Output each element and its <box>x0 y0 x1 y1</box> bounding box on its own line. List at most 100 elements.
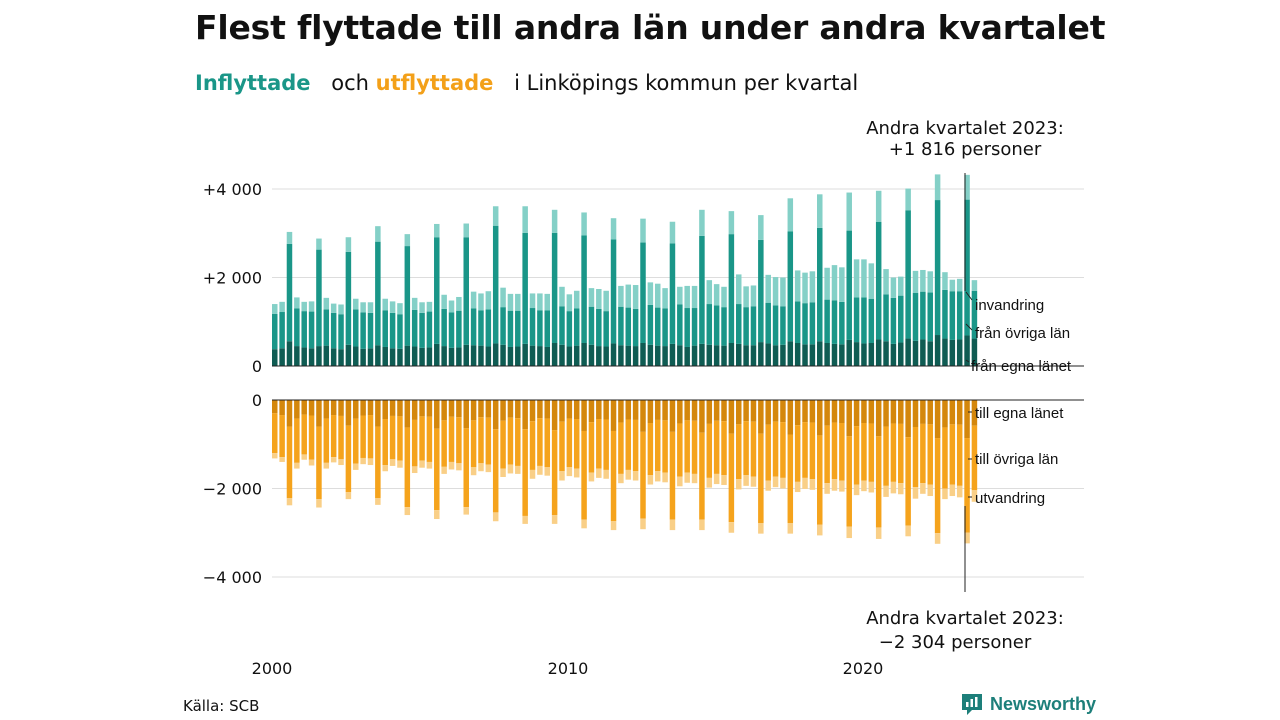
inflow-bar-segment <box>544 293 551 311</box>
inflow-bar-segment <box>949 339 956 366</box>
inflow-bar-segment <box>772 345 779 366</box>
inflow-bar-segment <box>485 346 492 366</box>
inflow-bar-segment <box>610 218 617 240</box>
inflow-bar-segment <box>647 344 654 366</box>
inflow-bar-segment <box>654 283 661 308</box>
inflow-bar-segment <box>831 265 838 301</box>
inflow-bar-segment <box>632 308 639 347</box>
inflow-bar-segment <box>323 309 330 346</box>
outflow-bar-segment <box>419 400 425 417</box>
inflow-bar-segment <box>411 297 418 310</box>
brand-name: Newsworthy <box>990 693 1097 714</box>
outflow-bar-segment <box>397 460 403 468</box>
inflow-bar-segment <box>367 348 374 366</box>
outflow-bar-segment <box>640 400 646 432</box>
outflow-bar-segment <box>831 422 838 480</box>
outflow-bar-segment <box>603 419 609 470</box>
inflow-bar-segment <box>875 190 882 222</box>
inflow-bar-segment <box>507 293 514 311</box>
outflow-bar-segment <box>912 487 919 499</box>
inflow-bar-segment <box>964 174 970 200</box>
outflow-bar-segment <box>861 400 867 424</box>
chart-subtitle: Inflyttade och utflyttade i Linköpings k… <box>195 71 858 95</box>
outflow-bar-segment <box>478 417 484 464</box>
inflow-bar-segment <box>272 313 278 350</box>
inflow-bar-segment <box>809 302 816 345</box>
outflow-bar-segment <box>397 400 403 417</box>
outflow-bar-segment <box>905 525 911 537</box>
inflow-bars <box>272 174 978 366</box>
inflow-bar-segment <box>456 310 462 348</box>
inflow-bar-segment <box>500 307 506 345</box>
inflow-bar-segment <box>566 311 573 347</box>
outflow-bar-segment <box>537 400 543 419</box>
inflow-bar-segment <box>883 294 889 342</box>
inflow-bar-segment <box>640 242 646 343</box>
outflow-bar-segment <box>294 462 300 469</box>
inflow-bar-segment <box>294 308 300 347</box>
inflow-bar-segment <box>353 309 359 347</box>
inflow-bar-segment <box>677 345 683 366</box>
inflow-bar-segment <box>780 344 786 366</box>
inflow-bar-segment <box>927 341 933 366</box>
outflow-bar-segment <box>728 400 735 434</box>
outflow-bar-segment <box>610 400 617 431</box>
inflow-bar-segment <box>662 288 668 309</box>
inflow-bar-segment <box>507 310 514 347</box>
inflow-bar-segment <box>883 269 889 295</box>
inflow-bar-segment <box>669 343 676 366</box>
outflow-bar-segment <box>898 483 904 495</box>
inflow-bar-segment <box>758 342 764 366</box>
inflow-bar-segment <box>846 339 852 366</box>
inflow-bar-segment <box>956 291 963 340</box>
inflow-bar-segment <box>573 290 580 309</box>
outflow-bar-segment <box>956 424 963 486</box>
outflow-bar-segment <box>691 473 698 484</box>
outflow-bar-segment <box>905 437 911 526</box>
inflow-bar-segment <box>544 310 551 347</box>
inflow-bar-segment <box>772 305 779 346</box>
inflow-bar-segment <box>397 314 403 349</box>
outflow-bar-segment <box>654 400 661 420</box>
inflow-bar-segment <box>294 346 300 366</box>
inflow-bar-segment <box>831 300 838 344</box>
outflow-bar-segment <box>360 415 366 458</box>
outflow-bar-segment <box>890 423 897 482</box>
outflow-bar-segment <box>345 400 352 426</box>
inflow-bar-segment <box>839 344 845 366</box>
outflow-bar-segment <box>448 461 455 470</box>
annotations: Andra kvartalet 2023:+1 816 personerAndr… <box>866 118 1072 653</box>
outflow-bar-segment <box>824 400 830 426</box>
inflow-bar-segment <box>434 343 440 366</box>
outflow-bar-segment <box>787 434 794 524</box>
outflow-bar-segment <box>610 521 617 531</box>
inflow-bar-segment <box>301 301 307 312</box>
outflow-bar-segment <box>817 524 823 536</box>
inflow-bar-segment <box>898 342 904 366</box>
outflow-bar-segment <box>647 423 654 476</box>
inflow-bar-segment <box>316 249 322 347</box>
subtitle-inflow-word: Inflyttade <box>195 71 311 95</box>
inflow-bar-segment <box>809 271 816 303</box>
inflow-bar-segment <box>338 349 344 366</box>
brand-logo[interactable]: Newsworthy <box>960 692 1096 716</box>
outflow-bar-segment <box>463 400 469 429</box>
outflow-bar-segment <box>846 400 852 437</box>
outflow-bar-segment <box>588 422 595 473</box>
outflow-bar-segment <box>537 418 543 466</box>
inflow-bar-segment <box>861 259 867 298</box>
outflow-bar-segment <box>890 400 897 424</box>
outflow-bar-segment <box>485 400 492 418</box>
x-tick-label: 2000 <box>252 659 293 678</box>
outflow-bar-segment <box>434 510 440 520</box>
outflow-bar-segment <box>544 467 551 476</box>
outflow-bar-segment <box>456 417 462 464</box>
inflow-bar-segment <box>522 343 528 366</box>
subtitle-rest: i Linköpings kommun per kvartal <box>514 71 859 95</box>
outflow-bar-segment <box>618 473 624 484</box>
outflow-bar-segment <box>861 480 867 492</box>
inflow-bar-segment <box>890 297 897 344</box>
outflow-bar-segment <box>316 499 322 508</box>
outflow-bar-segment <box>728 433 735 523</box>
outflow-bar-segment <box>949 484 956 497</box>
